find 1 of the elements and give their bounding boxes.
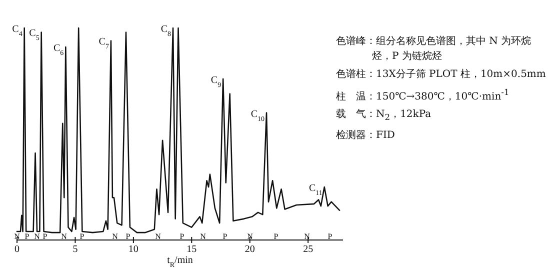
xlabel: t$_{R}$/min: [167, 255, 193, 268]
